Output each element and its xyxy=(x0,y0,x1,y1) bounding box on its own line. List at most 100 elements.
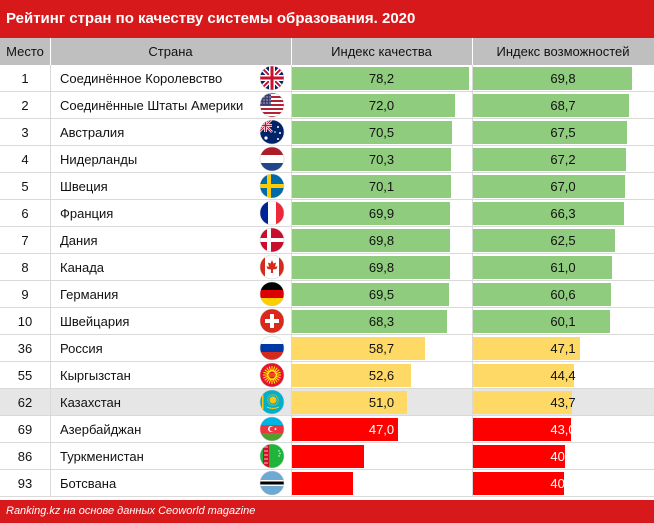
quality-value: 69,9 xyxy=(368,206,395,221)
opportunity-bar xyxy=(473,418,571,441)
quality-value: 68,3 xyxy=(368,314,395,329)
table-row: 10 Швейцария 68,3 60,1 xyxy=(0,308,654,335)
opportunity-bar xyxy=(473,121,627,144)
opportunity-value: 67,5 xyxy=(550,125,576,140)
opportunity-bar xyxy=(473,175,625,198)
quality-bar xyxy=(292,175,451,198)
table-row: 86 Туркменистан 31,9 40,6 xyxy=(0,443,654,470)
quality-bar xyxy=(292,121,452,144)
opportunity-value: 60,1 xyxy=(550,314,576,329)
russia-flag-icon xyxy=(259,335,285,361)
country-name: Ботсвана xyxy=(60,476,117,491)
opportunity-value: 40,2 xyxy=(550,476,576,491)
country-name: Германия xyxy=(60,287,119,302)
country-name: Кыргызстан xyxy=(60,368,131,383)
opportunity-value: 40,6 xyxy=(550,449,576,464)
uk-flag-icon xyxy=(259,65,285,91)
kazakhstan-flag-icon xyxy=(259,389,285,415)
australia-flag-icon xyxy=(259,119,285,145)
quality-value: 69,5 xyxy=(368,287,395,302)
opportunity-value: 47,1 xyxy=(550,341,576,356)
quality-value: 69,8 xyxy=(368,260,395,275)
quality-value: 69,8 xyxy=(368,233,395,248)
canada-flag-icon xyxy=(259,254,285,280)
quality-value: 47,0 xyxy=(368,422,395,437)
quality-value: 27,0 xyxy=(368,476,395,491)
opportunity-bar xyxy=(473,202,624,225)
opportunity-value: 43,7 xyxy=(550,395,576,410)
country-name: Канада xyxy=(60,260,105,275)
turkmenistan-flag-icon xyxy=(259,443,285,469)
opportunity-value: 60,6 xyxy=(550,287,576,302)
country-name: Россия xyxy=(60,341,103,356)
table-row: 8 Канада 69,8 61,0 xyxy=(0,254,654,281)
country-name: Казахстан xyxy=(60,395,121,410)
table-row: 36 Россия 58,7 47,1 xyxy=(0,335,654,362)
table-header: Место Страна Индекс качества Индекс возм… xyxy=(0,38,654,65)
quality-bar xyxy=(292,472,353,495)
header-quality: Индекс качества xyxy=(331,44,432,59)
country-name: Азербайджан xyxy=(60,422,142,437)
quality-bar xyxy=(292,337,425,360)
source-footer: Ranking.kz на основе данных Ceoworld mag… xyxy=(0,500,654,523)
opportunity-value: 62,5 xyxy=(550,233,576,248)
opportunity-bar xyxy=(473,337,580,360)
quality-value: 78,2 xyxy=(368,71,395,86)
opportunity-value: 61,0 xyxy=(550,260,576,275)
quality-value: 58,7 xyxy=(368,341,395,356)
quality-bar xyxy=(292,256,450,279)
rank-cell: 5 xyxy=(21,179,29,194)
quality-value: 72,0 xyxy=(368,98,395,113)
opportunity-bar xyxy=(473,229,615,252)
table-row: 69 Азербайджан 47,0 43,0 xyxy=(0,416,654,443)
table-row: 6 Франция 69,9 66,3 xyxy=(0,200,654,227)
rank-cell: 9 xyxy=(21,287,29,302)
rank-cell: 86 xyxy=(17,449,33,464)
opportunity-value: 66,3 xyxy=(550,206,576,221)
chart-title: Рейтинг стран по качеству системы образо… xyxy=(0,0,654,38)
country-name: Швеция xyxy=(60,179,108,194)
country-name: Соединённое Королевство xyxy=(60,71,223,86)
quality-bar xyxy=(292,418,398,441)
quality-value: 70,1 xyxy=(368,179,395,194)
botswana-flag-icon xyxy=(259,470,285,496)
germany-flag-icon xyxy=(259,281,285,307)
opportunity-value: 68,7 xyxy=(550,98,576,113)
rank-cell: 55 xyxy=(17,368,33,383)
rank-cell: 3 xyxy=(21,125,29,140)
rank-cell: 7 xyxy=(21,233,29,248)
table-row: 93 Ботсвана 27,0 40,2 xyxy=(0,470,654,497)
quality-bar xyxy=(292,67,469,90)
quality-bar xyxy=(292,94,455,117)
quality-value: 31,9 xyxy=(368,449,395,464)
opportunity-value: 43,0 xyxy=(550,422,576,437)
rank-cell: 36 xyxy=(17,341,33,356)
opportunity-value: 67,0 xyxy=(550,179,576,194)
quality-bar xyxy=(292,445,364,468)
quality-bar xyxy=(292,391,407,414)
quality-bar xyxy=(292,310,447,333)
rank-cell: 1 xyxy=(21,71,29,86)
opportunity-bar xyxy=(473,310,610,333)
opportunity-bar xyxy=(473,94,629,117)
table-row: 7 Дания 69,8 62,5 xyxy=(0,227,654,254)
country-name: Нидерланды xyxy=(60,152,138,167)
country-name: Дания xyxy=(60,233,98,248)
header-rank: Место xyxy=(6,44,44,59)
opportunity-bar xyxy=(473,67,632,90)
rank-cell: 93 xyxy=(17,476,33,491)
switzerland-flag-icon xyxy=(259,308,285,334)
quality-bar xyxy=(292,202,450,225)
table-row: 4 Нидерланды 70,3 67,2 xyxy=(0,146,654,173)
opportunity-bar xyxy=(473,391,572,414)
quality-value: 70,5 xyxy=(368,125,395,140)
azerbaijan-flag-icon xyxy=(259,416,285,442)
table-row: 9 Германия 69,5 60,6 xyxy=(0,281,654,308)
rank-cell: 69 xyxy=(17,422,33,437)
denmark-flag-icon xyxy=(259,227,285,253)
table-row: 2 Соединённые Штаты Америки 72,0 68,7 xyxy=(0,92,654,119)
rank-cell: 62 xyxy=(17,395,33,410)
opportunity-value: 69,8 xyxy=(550,71,576,86)
country-name: Соединённые Штаты Америки xyxy=(60,98,244,113)
opportunity-bar xyxy=(473,283,611,306)
